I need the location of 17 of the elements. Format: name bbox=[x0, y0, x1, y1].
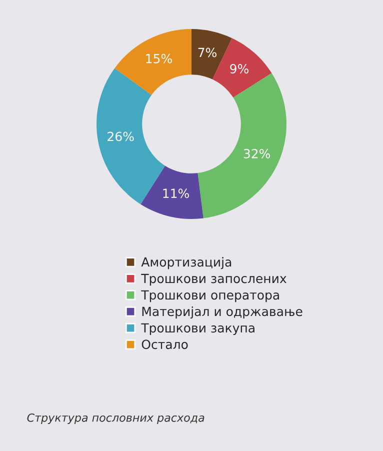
legend-label: Трошкови закупа bbox=[141, 323, 254, 336]
data-label: 15% bbox=[146, 54, 172, 64]
donut-slice bbox=[140, 166, 204, 220]
legend-label: Остало bbox=[142, 340, 188, 350]
data-label: 26% bbox=[108, 132, 134, 142]
legend-label: Трошкови оператора bbox=[141, 290, 279, 302]
legend-label: Амортизација bbox=[141, 257, 232, 270]
legend-label: Материјал и одржавање bbox=[142, 306, 302, 319]
donut-slice bbox=[114, 29, 192, 95]
donut-slice bbox=[192, 29, 232, 80]
legend-label: Трошкови запослених bbox=[141, 274, 286, 286]
donut-slice bbox=[198, 73, 286, 218]
data-label: 9% bbox=[230, 64, 248, 74]
data-label: 7% bbox=[198, 48, 216, 58]
text: Структура пословних расхода bbox=[27, 413, 204, 424]
data-label: 11% bbox=[163, 188, 189, 198]
data-label: 32% bbox=[244, 148, 270, 158]
